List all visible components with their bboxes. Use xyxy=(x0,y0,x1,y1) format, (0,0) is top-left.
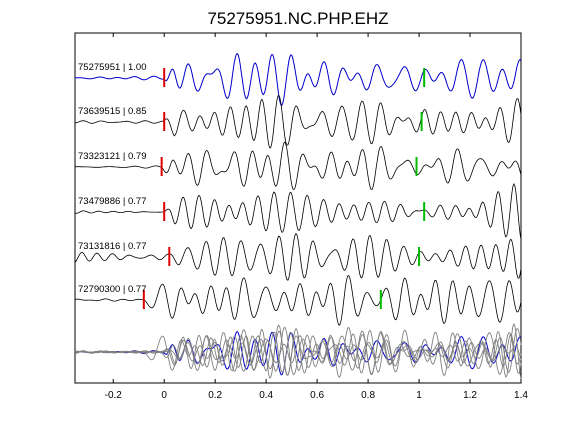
x-tick-label: -0.2 xyxy=(105,390,123,401)
plot-frame xyxy=(74,32,522,384)
waveform-trace-73639515 xyxy=(74,94,522,149)
waveform-trace-73479886 xyxy=(75,183,522,240)
waveform-trace-73131816 xyxy=(74,232,522,281)
waveform-trace-72790300 xyxy=(74,274,522,326)
chart-title: 75275951.NC.PHP.EHZ xyxy=(207,9,388,28)
x-tick-label: 0.4 xyxy=(259,390,273,401)
x-axis: -0.2 0 0.2 0.4 0.6 0.8 1 1.2 1.4 xyxy=(105,33,528,401)
phase-picks xyxy=(142,68,426,309)
x-tick-label: 0 xyxy=(161,390,167,401)
x-tick-label: 0.6 xyxy=(310,390,324,401)
x-tick-label: 0.8 xyxy=(361,390,375,401)
overlay-trace-73131816 xyxy=(74,327,522,376)
x-tick-label: 1.2 xyxy=(463,390,477,401)
trace-label: 72790300 | 0.77 xyxy=(78,284,147,295)
x-tick-label: 1.4 xyxy=(514,390,528,401)
waveform-trace-73323121 xyxy=(75,141,522,191)
x-tick-label: 1 xyxy=(416,390,422,401)
trace-label: 73639515 | 0.85 xyxy=(78,106,147,117)
trace-labels: 75275951 | 1.00 73639515 | 0.85 73323121 |… xyxy=(78,62,147,295)
trace-label: 73479886 | 0.77 xyxy=(78,196,147,207)
trace-label: 73323121 | 0.79 xyxy=(78,151,147,162)
overlay-trace-72790300 xyxy=(74,326,522,378)
waveform-trace-75275951 xyxy=(75,52,522,107)
x-tick-label: 0.2 xyxy=(208,390,222,401)
overlay-traces xyxy=(74,322,522,380)
trace-label: 73131816 | 0.77 xyxy=(78,241,147,252)
trace-label: 75275951 | 1.00 xyxy=(78,62,147,73)
traces-layer xyxy=(74,52,522,326)
